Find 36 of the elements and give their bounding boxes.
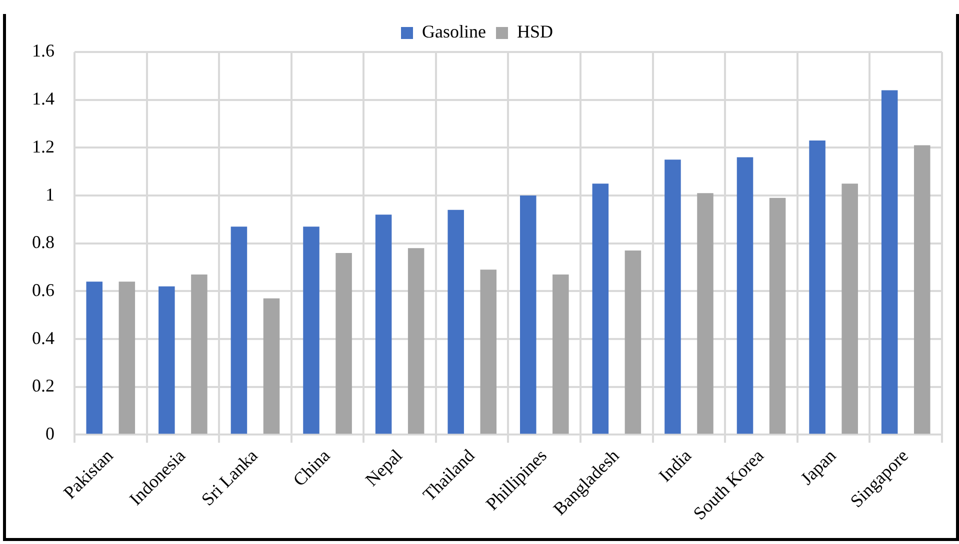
y-tick-label: 0.2 <box>32 376 54 396</box>
y-tick-label: 1.4 <box>32 88 54 109</box>
bar <box>664 160 681 434</box>
bar <box>336 252 352 434</box>
legend-label: HSD <box>516 22 554 42</box>
bar <box>86 282 103 434</box>
bar <box>230 226 248 434</box>
bar <box>118 282 136 434</box>
bar <box>592 184 609 434</box>
bar <box>375 214 392 434</box>
x-tick-label: India <box>654 445 696 486</box>
bar <box>809 140 826 434</box>
bar <box>303 226 320 434</box>
bar <box>736 157 754 434</box>
bar <box>624 250 642 434</box>
y-tick-label: 1.2 <box>32 136 54 156</box>
bar <box>881 90 898 434</box>
bar <box>191 274 208 434</box>
y-tick-label: 0.6 <box>32 280 54 300</box>
y-tick-label: 1 <box>46 184 54 204</box>
bar <box>448 210 464 434</box>
legend-label: Gasoline <box>422 22 486 42</box>
bar <box>263 298 280 434</box>
bar <box>914 145 930 434</box>
bar <box>520 196 536 434</box>
bar <box>842 184 858 434</box>
y-tick-label: 0 <box>46 423 54 444</box>
bar <box>697 193 714 434</box>
bar <box>769 198 786 434</box>
bar <box>408 248 424 434</box>
bar <box>158 286 175 434</box>
y-tick-label: 0.4 <box>32 328 54 348</box>
y-tick-label: 1.6 <box>32 40 54 61</box>
y-tick-label: 0.8 <box>32 232 54 252</box>
bar <box>552 274 569 434</box>
bar <box>480 270 497 434</box>
